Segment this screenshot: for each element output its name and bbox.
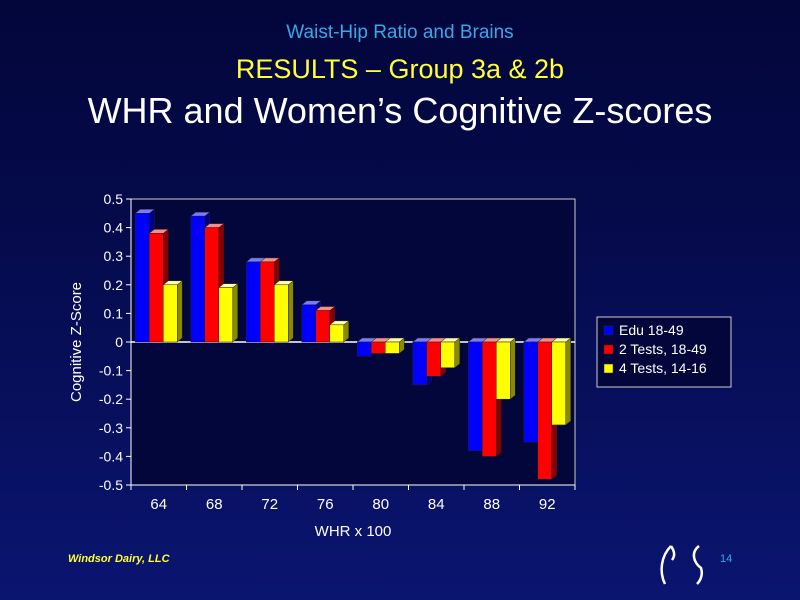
- y-tick-label: -0.3: [99, 420, 123, 436]
- slide-title: WHR and Women’s Cognitive Z-scores: [87, 90, 713, 131]
- legend-label: 2 Tests, 18-49: [619, 341, 707, 357]
- y-tick-label: -0.4: [99, 448, 123, 464]
- logo-mark-icon: [660, 545, 704, 585]
- bar-4-tests-14-16-64: [163, 284, 178, 343]
- bar-4-tests-14-16-80: [385, 341, 400, 354]
- bar-edu-18-49-76: [301, 304, 316, 343]
- bar-edu-18-49-68: [190, 215, 205, 343]
- bar-side: [288, 280, 294, 343]
- y-tick-label: -0.5: [99, 477, 123, 493]
- legend-label: 4 Tests, 14-16: [619, 360, 707, 376]
- bar-2-tests-18-49-80: [371, 341, 386, 354]
- y-tick-label: 0: [115, 334, 123, 350]
- bar-4-tests-14-16-92: [551, 341, 566, 426]
- bar-edu-18-49-84: [412, 341, 427, 386]
- bar-edu-18-49-72: [246, 261, 261, 343]
- bar-edu-18-49-92: [523, 341, 538, 443]
- x-tick-label: 68: [206, 496, 223, 513]
- bar-side: [565, 337, 571, 426]
- x-axis-label: WHR x 100: [315, 523, 392, 540]
- bar-4-tests-14-16-84: [440, 341, 455, 368]
- bar-2-tests-18-49-72: [260, 261, 275, 343]
- bar-2-tests-18-49-84: [426, 341, 441, 377]
- slide-subtitle: RESULTS – Group 3a & 2b: [235, 54, 565, 84]
- bar-4-tests-14-16-68: [218, 287, 233, 343]
- x-tick-label: 84: [428, 496, 445, 513]
- x-tick-label: 88: [483, 496, 500, 513]
- y-tick-label: 0.3: [104, 248, 124, 264]
- legend-swatch: [603, 325, 614, 336]
- x-tick-label: 72: [261, 496, 278, 513]
- bar-edu-18-49-88: [468, 341, 483, 451]
- legend: [596, 316, 732, 388]
- slide-top-title: Waist-Hip Ratio and Brains: [286, 22, 514, 43]
- bar-side: [177, 280, 183, 343]
- y-tick-label: 0.4: [104, 220, 124, 236]
- x-tick-label: 64: [150, 496, 167, 513]
- bar-4-tests-14-16-76: [329, 324, 344, 343]
- x-tick-label: 76: [317, 496, 334, 513]
- bar-2-tests-18-49-76: [315, 310, 330, 343]
- y-tick-label: 0.2: [104, 277, 124, 293]
- bar-4-tests-14-16-72: [274, 284, 289, 343]
- bar-4-tests-14-16-88: [496, 341, 511, 400]
- footer-company: Windsor Dairy, LLC: [68, 553, 170, 565]
- bar-edu-18-49-80: [357, 341, 372, 357]
- legend-swatch: [603, 344, 614, 355]
- y-tick-label: 0.5: [104, 191, 124, 207]
- y-tick-label: 0.1: [104, 305, 124, 321]
- page-number: 14: [720, 553, 733, 565]
- bar-side: [232, 283, 238, 343]
- bar-2-tests-18-49-68: [204, 227, 219, 343]
- bar-2-tests-18-49-64: [149, 233, 164, 343]
- y-tick-label: -0.1: [99, 363, 123, 379]
- x-tick-label: 80: [372, 496, 389, 513]
- legend-swatch: [603, 363, 614, 374]
- y-tick-label: -0.2: [99, 391, 123, 407]
- bar-edu-18-49-64: [135, 213, 150, 343]
- bar-side: [454, 337, 460, 369]
- bar-2-tests-18-49-88: [482, 341, 497, 457]
- x-tick-label: 92: [539, 496, 556, 513]
- legend-label: Edu 18-49: [619, 322, 684, 338]
- bar-side: [510, 337, 516, 400]
- bar-2-tests-18-49-92: [537, 341, 552, 480]
- y-axis-label: Cognitive Z-Score: [68, 282, 85, 402]
